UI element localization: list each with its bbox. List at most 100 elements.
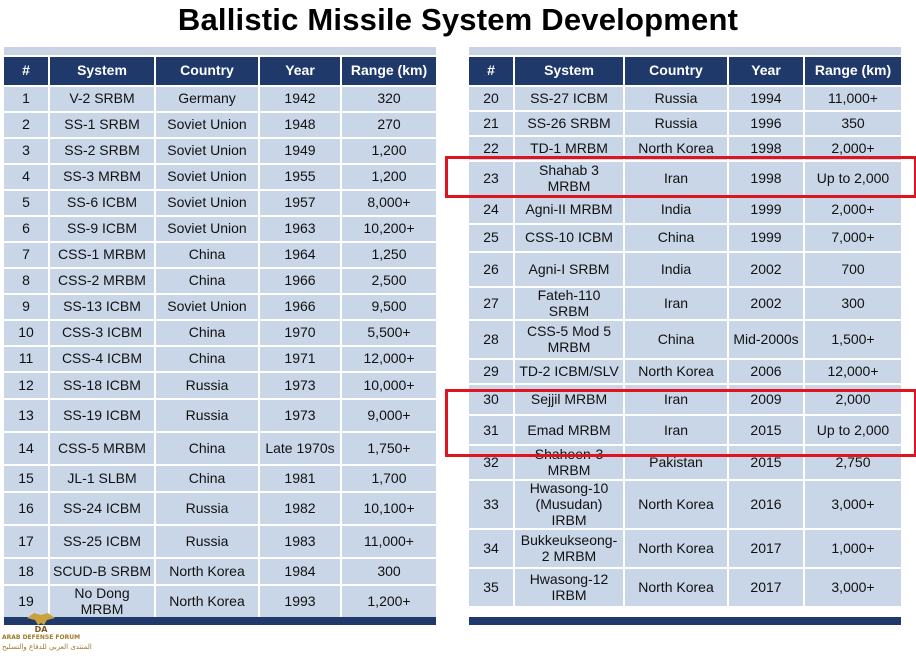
system-name-cell: SS-24 ICBM (50, 493, 156, 524)
system-name-cell: CSS-1 MRBM (50, 243, 156, 267)
year-cell: 1963 (260, 217, 342, 241)
country-cell: China (156, 347, 260, 371)
system-name-cell: SS-26 SRBM (515, 112, 625, 135)
range-cell: 3,000+ (805, 569, 901, 607)
range-cell: 12,000+ (805, 360, 901, 384)
row-number-cell: 27 (469, 288, 515, 320)
system-name-cell: Fateh-110 SRBM (515, 287, 625, 320)
left-table-panel: # System Country Year Range (km) 1 V-2 SR… (4, 47, 436, 625)
country-cell: India (625, 197, 729, 223)
range-cell: 2,000 (805, 385, 901, 415)
year-cell: 1942 (260, 87, 342, 111)
row-number-cell: 13 (4, 400, 50, 431)
table-row: 26 Agni-I SRBM India 2002 700 (469, 253, 901, 286)
header-number: # (469, 57, 515, 85)
row-number-cell: 21 (469, 112, 515, 135)
range-cell: 10,000+ (342, 373, 436, 398)
country-cell: China (156, 466, 260, 491)
header-year: Year (260, 57, 342, 85)
table-row: 29 TD-2 ICBM/SLV North Korea 2006 12,000+ (469, 360, 901, 384)
right-table-top-band (469, 47, 901, 55)
year-cell: 2016 (729, 481, 805, 529)
country-cell: China (625, 225, 729, 251)
range-cell: 2,000+ (805, 137, 901, 160)
header-number: # (4, 57, 50, 85)
year-cell: 1998 (729, 162, 805, 195)
year-cell: 1999 (729, 225, 805, 251)
page-title: Ballistic Missile System Development (177, 2, 739, 37)
row-number-cell: 8 (4, 269, 50, 293)
year-cell: 2006 (729, 360, 805, 384)
country-cell: Russia (156, 493, 260, 524)
range-cell: 1,750+ (342, 433, 436, 464)
system-name-cell: Hwasong-12 IRBM (515, 569, 625, 607)
range-cell: 9,500 (342, 295, 436, 319)
table-row: 11 CSS-4 ICBM China 1971 12,000+ (4, 347, 436, 371)
row-number-cell: 28 (469, 321, 515, 359)
country-cell: Iran (625, 416, 729, 445)
table-row: 17 SS-25 ICBM Russia 1983 11,000+ (4, 526, 436, 557)
country-cell: China (156, 433, 260, 464)
year-cell: 1957 (260, 191, 342, 215)
range-cell: 9,000+ (342, 400, 436, 431)
right-missile-table: # System Country Year Range (km) 20 SS-27… (469, 55, 901, 608)
country-cell: Soviet Union (156, 295, 260, 319)
table-row: 14 CSS-5 MRBM China Late 1970s 1,750+ (4, 433, 436, 464)
system-name-cell: SS-2 SRBM (50, 139, 156, 163)
year-cell: 1983 (260, 526, 342, 557)
range-cell: 1,200 (342, 139, 436, 163)
country-cell: Pakistan (625, 446, 729, 480)
country-cell: North Korea (625, 137, 729, 160)
year-cell: 1966 (260, 295, 342, 319)
row-number-cell: 12 (4, 373, 50, 398)
table-row: 35 Hwasong-12 IRBM North Korea 2017 3,000+ (469, 569, 901, 607)
table-row: 6 SS-9 ICBM Soviet Union 1963 10,200+ (4, 217, 436, 241)
system-name-cell: CSS-3 ICBM (50, 321, 156, 345)
range-cell: Up to 2,000 (805, 416, 901, 445)
country-cell: Soviet Union (156, 191, 260, 215)
system-name-cell: Agni-II MRBM (515, 197, 625, 223)
year-cell: 2017 (729, 569, 805, 607)
year-cell: 1993 (260, 586, 342, 618)
row-number-cell: 4 (4, 165, 50, 189)
row-number-cell: 6 (4, 217, 50, 241)
range-cell: 11,000+ (342, 526, 436, 557)
country-cell: North Korea (156, 586, 260, 618)
country-cell: Iran (625, 162, 729, 195)
system-name-cell: Hwasong-10 (Musudan) IRBM (515, 481, 625, 529)
system-name-cell: SCUD-B SRBM (50, 559, 156, 584)
system-name-cell: Agni-I SRBM (515, 253, 625, 286)
range-cell: 11,000+ (805, 87, 901, 110)
watermark-name: ARAB DEFENSE FORUM (2, 634, 81, 641)
row-number-cell: 19 (4, 586, 50, 618)
table-row: 2 SS-1 SRBM Soviet Union 1948 270 (4, 113, 436, 137)
right-table-bottom-band (469, 617, 901, 625)
table-row: 5 SS-6 ICBM Soviet Union 1957 8,000+ (4, 191, 436, 215)
system-name-cell: CSS-2 MRBM (50, 269, 156, 293)
year-cell: 2017 (729, 530, 805, 568)
header-system: System (50, 57, 156, 85)
country-cell: North Korea (625, 569, 729, 607)
header-country: Country (625, 57, 729, 85)
system-name-cell: Sejjil MRBM (515, 385, 625, 415)
system-name-cell: CSS-5 MRBM (50, 433, 156, 464)
year-cell: 2009 (729, 385, 805, 415)
system-name-cell: SS-18 ICBM (50, 373, 156, 398)
range-cell: 700 (805, 253, 901, 286)
year-cell: 1999 (729, 197, 805, 223)
watermark-logo: DA ARAB DEFENSE FORUM المنتدى العربي للد… (2, 612, 92, 654)
table-row: 3 SS-2 SRBM Soviet Union 1949 1,200 (4, 139, 436, 163)
range-cell: 2,000+ (805, 197, 901, 223)
row-number-cell: 5 (4, 191, 50, 215)
table-row: 18 SCUD-B SRBM North Korea 1984 300 (4, 559, 436, 584)
system-name-cell: SS-27 ICBM (515, 87, 625, 110)
system-name-cell: JL-1 SLBM (50, 466, 156, 491)
country-cell: North Korea (625, 530, 729, 568)
range-cell: 12,000+ (342, 347, 436, 371)
year-cell: 1966 (260, 269, 342, 293)
range-cell: 5,500+ (342, 321, 436, 345)
year-cell: 2002 (729, 288, 805, 320)
row-number-cell: 26 (469, 253, 515, 286)
system-name-cell: SS-25 ICBM (50, 526, 156, 557)
year-cell: 1973 (260, 400, 342, 431)
